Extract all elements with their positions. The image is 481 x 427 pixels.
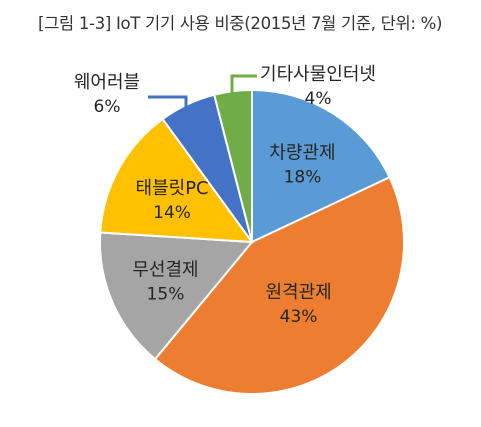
slice-label-1: 원격관제 bbox=[265, 282, 331, 303]
pie-slice-3 bbox=[99, 117, 255, 244]
slice-label-0: 차량관제 bbox=[269, 142, 335, 163]
slice-value-1: 43% bbox=[280, 307, 318, 327]
leader-line-5 bbox=[230, 74, 257, 93]
slice-value-0: 18% bbox=[284, 167, 322, 187]
slice-label-3: 태블릿PC bbox=[136, 178, 209, 199]
slice-value-3: 14% bbox=[153, 203, 191, 223]
slice-label-2: 무선결제 bbox=[132, 259, 198, 280]
pie-slice-0 bbox=[251, 88, 391, 244]
chart-title: [그림 1-3] IoT 기기 사용 비중(2015년 7월 기준, 단위: %… bbox=[38, 14, 443, 33]
pie-slice-1 bbox=[153, 175, 405, 395]
slice-label-5: 기타사물인터넷 bbox=[260, 64, 376, 85]
slice-label-4: 웨어러블 bbox=[74, 72, 140, 93]
pie-slice-2 bbox=[99, 231, 255, 361]
slice-value-5: 4% bbox=[305, 89, 332, 109]
slice-value-4: 6% bbox=[94, 97, 121, 117]
slice-value-2: 15% bbox=[147, 284, 185, 304]
leader-line-4 bbox=[148, 95, 188, 108]
